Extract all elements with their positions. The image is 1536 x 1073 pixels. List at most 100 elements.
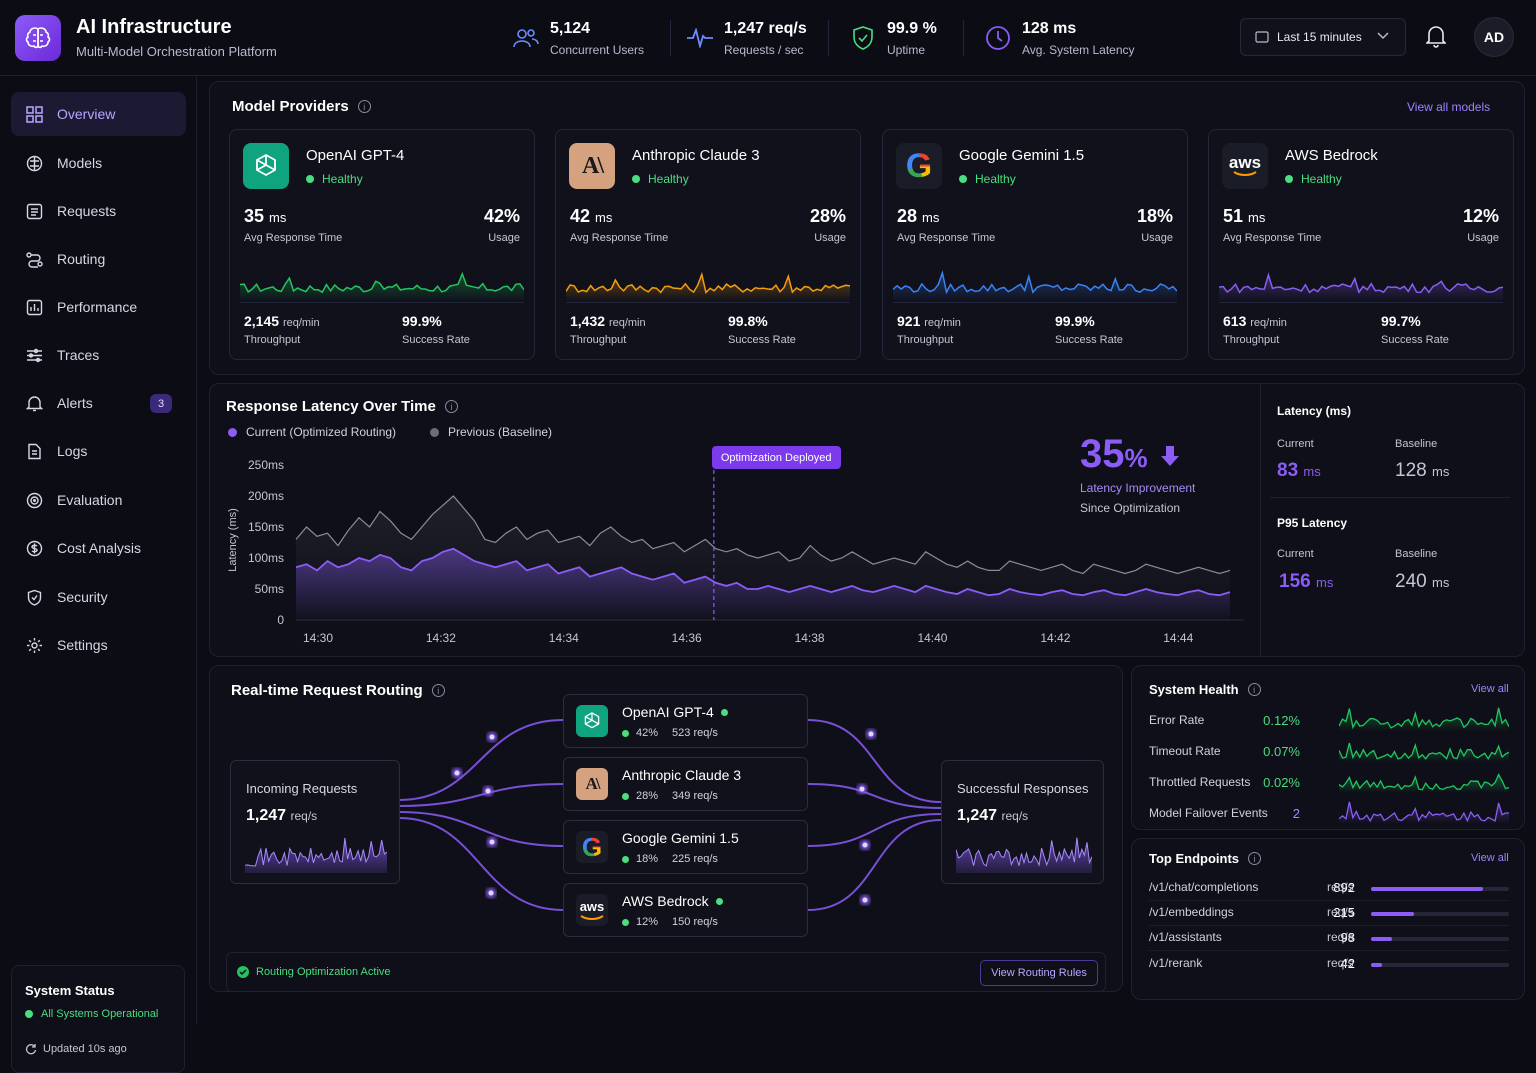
flow-particle (485, 788, 491, 794)
routing-title: Real-time Request Routing i (231, 682, 445, 699)
health-sparkline (1339, 773, 1509, 793)
traces-icon (25, 346, 43, 364)
y-tick-label: 0 (277, 613, 284, 627)
flow-out (807, 819, 942, 911)
endpoint-row[interactable]: /v1/chat/completions 892 req/s (1149, 880, 1514, 902)
info-icon[interactable]: i (357, 100, 371, 113)
shield-icon (25, 588, 43, 606)
system-status-updated: Updated 10s ago (25, 1043, 127, 1055)
improvement-label: Latency Improvement (1080, 481, 1196, 495)
health-row-timeout-rate: Timeout Rate 0.07% (1149, 742, 1514, 770)
sidebar-item-models[interactable]: Models (11, 141, 186, 185)
x-tick-label: 14:30 (303, 631, 333, 645)
info-icon[interactable]: i (1247, 683, 1261, 696)
system-status-state: All Systems Operational (25, 1008, 158, 1020)
usage-value: 12% (1462, 206, 1499, 226)
aws-logo-icon: aws (1222, 143, 1268, 189)
routing-flows (398, 719, 942, 911)
pulse-icon (686, 24, 714, 52)
health-row-error-rate: Error Rate 0.12% (1149, 707, 1514, 739)
flow-particle (868, 731, 874, 737)
check-circle-icon (237, 966, 249, 978)
avg-response-value: 51 ms (1223, 206, 1266, 226)
provider-status: Healthy (1285, 172, 1342, 186)
endpoint-share-bar (1371, 912, 1509, 916)
legend-previous: Previous (Baseline) (430, 425, 552, 439)
document-icon (25, 442, 43, 460)
top-endpoints-panel (1131, 838, 1525, 1000)
users-icon (512, 24, 540, 52)
y-tick-label: 100ms (248, 551, 284, 565)
successful-responses-box: Successful Responses 1,247 req/s (941, 760, 1104, 884)
provider-sparkline (240, 271, 524, 302)
endpoint-path: /v1/rerank (1149, 956, 1203, 970)
refresh-icon (25, 1043, 37, 1055)
y-tick-label: 50ms (255, 582, 284, 596)
provider-card-google-gemini-1-5[interactable]: G Google Gemini 1.5 Healthy 28 ms Avg Re… (882, 129, 1188, 360)
route-node-openai-gpt-4[interactable]: OpenAI GPT-4 42% 523 req/s (563, 694, 808, 748)
endpoint-path: /v1/assistants (1149, 930, 1222, 944)
throughput-value: 2,145 req/min (244, 313, 320, 329)
info-icon[interactable]: i (1248, 852, 1262, 865)
kpi-concurrent-users: 5,124 Concurrent Users (512, 18, 644, 58)
provider-card-aws-bedrock[interactable]: aws AWS Bedrock Healthy 51 ms Avg Respon… (1208, 129, 1514, 360)
time-range-select[interactable]: Last 15 minutes (1240, 18, 1406, 56)
sidebar-item-performance[interactable]: Performance (11, 285, 186, 329)
endpoint-row[interactable]: /v1/rerank 42 req/s (1149, 956, 1514, 978)
info-icon[interactable]: i (431, 684, 445, 697)
optimization-deployed-label: Optimization Deployed (711, 446, 841, 469)
top-endpoints-title: Top Endpoints i (1149, 851, 1262, 866)
p95-current-value: 156 ms (1279, 571, 1334, 592)
anthropic-logo-icon: A\ (569, 143, 615, 189)
sidebar-item-alerts[interactable]: Alerts 3 (11, 381, 186, 425)
info-icon[interactable]: i (444, 400, 458, 413)
openai-logo-icon (243, 143, 289, 189)
y-tick-label: 200ms (248, 489, 284, 503)
app-title: AI Infrastructure (76, 16, 232, 38)
routing-status: Routing Optimization Active (237, 966, 391, 978)
sidebar-item-routing[interactable]: Routing (11, 237, 186, 281)
view-routing-rules-button[interactable]: View Routing Rules (980, 960, 1098, 986)
sidebar-item-security[interactable]: Security (11, 575, 186, 619)
provider-sparkline (893, 270, 1177, 302)
notifications-bell-icon[interactable] (1425, 24, 1447, 53)
openai-logo-icon (576, 705, 608, 737)
provider-card-openai-gpt-4[interactable]: OpenAI GPT-4 Healthy 35 ms Avg Response … (229, 129, 535, 360)
provider-name: AWS Bedrock (1285, 147, 1378, 164)
y-tick-label: 150ms (248, 520, 284, 534)
route-node-anthropic-claude-3[interactable]: A\ Anthropic Claude 3 28% 349 req/s (563, 757, 808, 811)
endpoint-path: /v1/chat/completions (1149, 880, 1259, 894)
status-dot-icon (959, 175, 967, 183)
flow-out (807, 783, 942, 809)
status-dot-icon (715, 897, 723, 905)
user-avatar[interactable]: AD (1474, 17, 1514, 57)
flow-in (398, 719, 564, 801)
provider-sparkline (1219, 272, 1503, 302)
route-node-google-gemini-1-5[interactable]: G Google Gemini 1.5 18% 225 req/s (563, 820, 808, 874)
system-health-panel (1131, 665, 1525, 830)
sidebar-item-requests[interactable]: Requests (11, 189, 186, 233)
sidebar-item-traces[interactable]: Traces (11, 333, 186, 377)
endpoint-row[interactable]: /v1/assistants 98 req/s (1149, 930, 1514, 952)
sidebar-item-cost-analysis[interactable]: Cost Analysis (11, 526, 186, 570)
provider-status: Healthy (306, 172, 363, 186)
x-tick-label: 14:40 (917, 631, 947, 645)
endpoint-row[interactable]: /v1/embeddings 215 req/s (1149, 905, 1514, 927)
health-view-all-link[interactable]: View all (1471, 683, 1509, 695)
sidebar-item-settings[interactable]: Settings (11, 623, 186, 667)
route-node-aws-bedrock[interactable]: aws AWS Bedrock 12% 150 req/s (563, 883, 808, 937)
avg-response-value: 42 ms (570, 206, 613, 226)
model-providers-title: Model Providers i (232, 98, 371, 115)
flow-particle (862, 897, 868, 903)
provider-name: Google Gemini 1.5 (959, 147, 1085, 164)
endpoints-view-all-link[interactable]: View all (1471, 852, 1509, 864)
provider-card-anthropic-claude-3[interactable]: A\ Anthropic Claude 3 Healthy 42 ms Avg … (555, 129, 861, 360)
sidebar-item-evaluation[interactable]: Evaluation (11, 478, 186, 522)
provider-status: Healthy (632, 172, 689, 186)
sidebar-item-overview[interactable]: Overview (11, 92, 186, 136)
flow-in (398, 783, 564, 807)
sidebar-item-logs[interactable]: Logs (11, 429, 186, 473)
status-dot-icon (306, 175, 314, 183)
status-dot-icon (25, 1010, 33, 1018)
view-all-models-link[interactable]: View all models (1407, 100, 1491, 114)
